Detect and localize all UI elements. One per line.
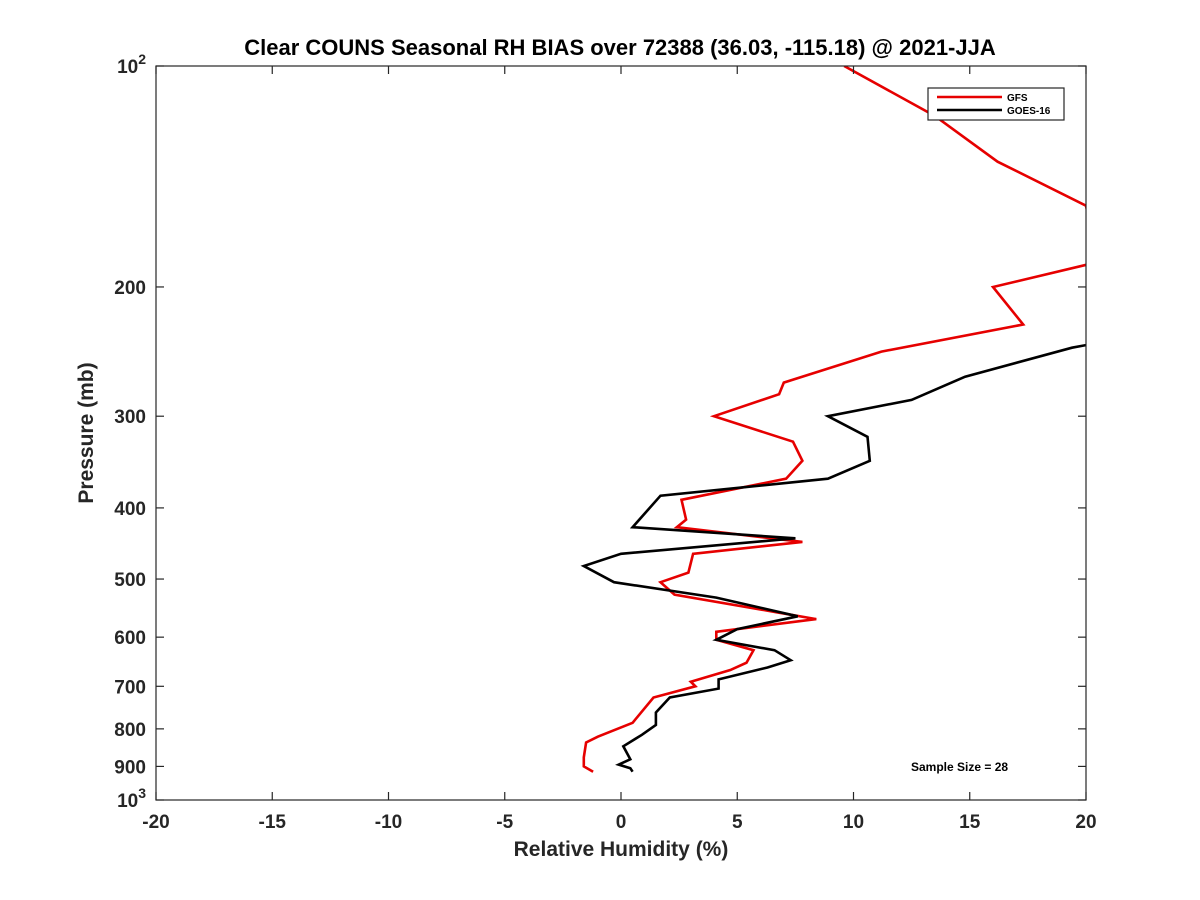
y-tick-label: 900 bbox=[114, 757, 146, 778]
y-tick-label: 200 bbox=[114, 278, 146, 299]
legend-box bbox=[927, 87, 1065, 121]
legend-label-gfs: GFS bbox=[1007, 93, 1028, 104]
x-tick-label: 0 bbox=[616, 812, 627, 833]
y-tick-label: 500 bbox=[114, 570, 146, 591]
x-tick-label: 20 bbox=[1075, 812, 1096, 833]
y-tick-label: 700 bbox=[114, 677, 146, 698]
x-tick-label: -15 bbox=[259, 812, 287, 833]
chart-title: Clear COUNS Seasonal RH BIAS over 72388 … bbox=[244, 35, 996, 60]
x-tick-label: -5 bbox=[496, 812, 513, 833]
x-axis: -20 -15 -10 -5 0 5 10 15 20 bbox=[142, 66, 1097, 833]
series-line-gfs bbox=[582, 66, 1086, 773]
y-tick-label: 400 bbox=[114, 499, 146, 520]
series-layer bbox=[580, 66, 1086, 773]
legend: GFS GOES-16 bbox=[927, 87, 1065, 121]
x-tick-label: -10 bbox=[375, 812, 402, 833]
y-tick-label: 800 bbox=[114, 720, 146, 741]
legend-label-goes16: GOES-16 bbox=[1007, 106, 1051, 117]
y-axis-label: Pressure (mb) bbox=[75, 362, 98, 503]
x-tick-label: 15 bbox=[959, 812, 981, 833]
y-tick-label: 300 bbox=[114, 407, 146, 428]
sample-size-annotation: Sample Size = 28 bbox=[911, 760, 1008, 774]
x-tick-label: 5 bbox=[732, 812, 743, 833]
y-tick-label: 600 bbox=[114, 628, 146, 649]
x-axis-label: Relative Humidity (%) bbox=[514, 838, 729, 861]
x-tick-label: 10 bbox=[843, 812, 864, 833]
x-tick-label: -20 bbox=[142, 812, 169, 833]
series-line-goes16 bbox=[580, 343, 1086, 773]
